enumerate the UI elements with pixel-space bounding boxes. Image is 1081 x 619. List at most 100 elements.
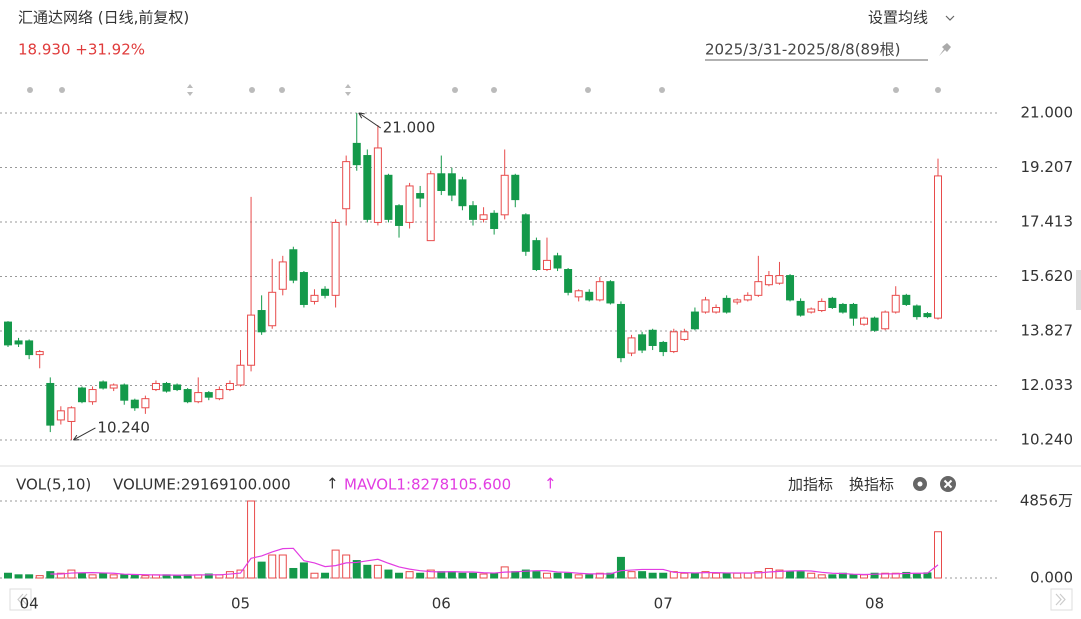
volume-bar xyxy=(690,572,699,579)
volume-bar xyxy=(680,572,689,579)
candle-body xyxy=(881,311,890,330)
volume-bar xyxy=(669,571,678,579)
event-marker[interactable] xyxy=(659,87,665,93)
candle-body xyxy=(299,272,308,305)
y-tick-label: 0.000 xyxy=(1030,569,1073,587)
scroll-right-icon xyxy=(1055,593,1066,606)
vol-name: VOL(5,10) xyxy=(16,476,91,494)
dropdown-icon[interactable] xyxy=(945,15,955,21)
volume-bar xyxy=(553,572,562,579)
annotation-arrowhead xyxy=(358,112,365,119)
pin-icon[interactable] xyxy=(939,43,951,56)
date-range[interactable]: 2025/3/31-2025/8/8(89根) xyxy=(705,41,900,59)
event-marker[interactable] xyxy=(893,87,899,93)
candle-body xyxy=(585,291,594,301)
volume-bar xyxy=(659,572,668,579)
candle-body xyxy=(849,303,858,319)
close-icon[interactable] xyxy=(940,476,956,492)
candle-body xyxy=(204,392,213,398)
candle-body xyxy=(912,305,921,318)
event-marker[interactable] xyxy=(27,87,33,93)
event-marker[interactable] xyxy=(279,87,285,93)
event-marker[interactable] xyxy=(59,87,65,93)
add-indicator[interactable]: 加指标 xyxy=(788,476,833,494)
candle-body xyxy=(553,255,562,269)
candle-body xyxy=(786,275,795,301)
volume-bar xyxy=(490,572,499,579)
vol-value: VOLUME:29169100.000 xyxy=(113,476,291,494)
candle-body xyxy=(25,340,34,356)
candle-body xyxy=(437,173,446,192)
candle-body xyxy=(934,175,942,319)
volume-bar xyxy=(130,574,139,579)
x-tick-label: 05 xyxy=(231,595,250,613)
candle-body xyxy=(236,364,245,386)
candle-body xyxy=(458,179,467,207)
candle-body xyxy=(183,389,192,403)
volume-bar xyxy=(574,574,583,579)
candle-body xyxy=(67,407,76,422)
volume-bar xyxy=(4,572,12,579)
scroll-left[interactable] xyxy=(9,588,32,611)
candle-body xyxy=(46,382,55,426)
close-cross xyxy=(943,479,953,489)
side-handle[interactable] xyxy=(1076,270,1081,310)
volume-bar xyxy=(363,564,372,579)
candle-body xyxy=(521,214,530,252)
candle-body xyxy=(733,299,742,303)
candle-body xyxy=(722,297,731,313)
candle-body xyxy=(870,317,879,331)
volume-bar xyxy=(616,556,625,579)
volume-bar xyxy=(35,575,44,579)
y-tick-label: 17.413 xyxy=(1021,213,1074,231)
volume-bar xyxy=(289,567,298,579)
volume-bar xyxy=(395,572,404,579)
candle-body xyxy=(151,382,160,391)
volume-bar xyxy=(564,572,573,579)
candle-body xyxy=(764,275,773,286)
ma-setting[interactable]: 设置均线 xyxy=(868,9,928,27)
volume-bar xyxy=(331,549,340,579)
candle-body xyxy=(109,384,118,389)
candle-body xyxy=(469,205,477,220)
candle-body xyxy=(4,321,12,346)
volume-bar xyxy=(458,572,467,579)
event-marker[interactable] xyxy=(491,87,497,93)
candle-body xyxy=(141,398,150,409)
volume-bar xyxy=(99,572,108,579)
event-marker[interactable] xyxy=(249,87,255,93)
volume-bar xyxy=(701,571,710,579)
y-tick-label: 13.827 xyxy=(1021,321,1074,339)
volume-bar xyxy=(342,554,351,579)
volume-bar xyxy=(56,572,65,579)
candle-body xyxy=(479,214,488,220)
annotation-arrowhead xyxy=(73,434,80,441)
candle-body xyxy=(680,331,689,340)
volume-bar xyxy=(204,573,213,579)
volume-bar xyxy=(828,574,837,579)
volume-bar xyxy=(585,574,594,579)
volume-bar xyxy=(849,574,858,579)
candle-body xyxy=(257,310,266,333)
settings-icon[interactable] xyxy=(913,477,927,491)
mavol-arrow: ↑ xyxy=(544,475,557,493)
candle-body xyxy=(99,381,108,389)
volume-bar xyxy=(109,574,118,579)
candle-body xyxy=(194,392,203,403)
candle-body xyxy=(247,314,256,366)
candle-body xyxy=(754,281,763,296)
volume-bar xyxy=(754,571,763,579)
candle-body xyxy=(902,294,911,305)
x-tick-label: 08 xyxy=(865,595,884,613)
switch-indicator[interactable]: 换指标 xyxy=(849,476,894,494)
candle-body xyxy=(88,389,97,403)
volume-bar xyxy=(817,574,826,579)
y-tick-label: 4856万 xyxy=(1020,492,1073,510)
event-marker[interactable] xyxy=(452,87,458,93)
event-marker[interactable] xyxy=(585,87,591,93)
event-marker[interactable] xyxy=(935,87,941,93)
candle-body xyxy=(342,161,351,210)
candle-body xyxy=(712,306,721,313)
candle-body xyxy=(796,300,805,316)
